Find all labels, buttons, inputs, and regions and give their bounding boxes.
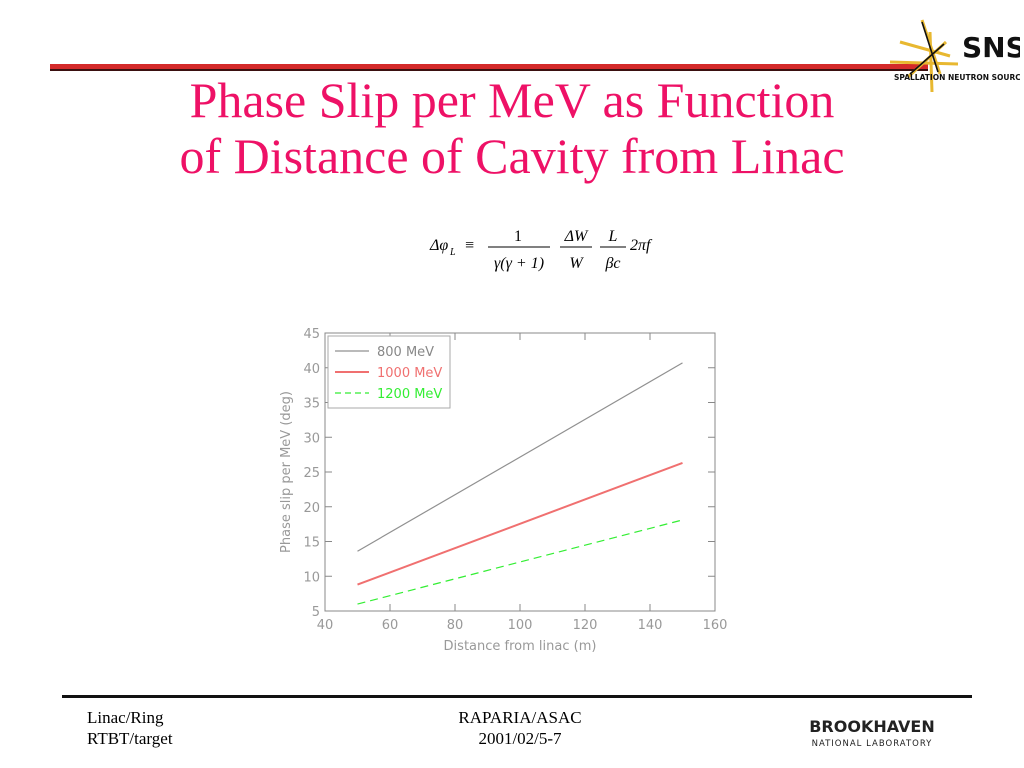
legend: 800 MeV 1000 MeV 1200 MeV: [327, 335, 451, 409]
footer-left: Linac/Ring RTBT/target: [87, 707, 173, 749]
title-line-1: Phase Slip per MeV as Function: [189, 72, 835, 128]
phase-slip-formula: Δφ L ≡ 1 γ(γ + 1) ΔW W L βc 2πf: [429, 228, 653, 272]
footer-left-line-2: RTBT/target: [87, 729, 173, 748]
bottom-rule: [62, 695, 972, 698]
y-tick-label: 15: [303, 536, 320, 551]
y-axis-ticks: 5 10 15 20 25 30 35 40 45: [303, 327, 715, 620]
formula-equiv: ≡: [465, 237, 474, 254]
brookhaven-logo: BROOKHAVEN NATIONAL LABORATORY: [809, 717, 935, 749]
x-tick-label: 80: [447, 618, 464, 633]
formula-frac2-num: ΔW: [564, 228, 589, 245]
x-axis-ticks: 40 60 80 100 120 140 160: [317, 333, 728, 633]
x-tick-label: 120: [573, 618, 598, 633]
formula-lhs-sub: L: [449, 247, 456, 258]
x-tick-label: 160: [703, 618, 728, 633]
top-rule: [50, 64, 928, 71]
x-tick-label: 40: [317, 618, 334, 633]
formula-frac1-num: 1: [514, 228, 522, 245]
legend-label-1: 1000 MeV: [377, 366, 442, 381]
y-tick-label: 40: [303, 362, 320, 377]
title-line-2: of Distance of Cavity from Linac: [179, 128, 845, 184]
x-axis-label: Distance from linac (m): [444, 639, 597, 654]
brookhaven-logo-subname: NATIONAL LABORATORY: [812, 739, 933, 749]
brookhaven-logo-name: BROOKHAVEN: [809, 717, 935, 736]
formula-frac2-den: W: [569, 255, 584, 272]
x-tick-label: 100: [508, 618, 533, 633]
legend-label-2: 1200 MeV: [377, 387, 442, 402]
y-tick-label: 35: [303, 397, 320, 412]
footer-center-line-1: RAPARIA/ASAC: [458, 708, 582, 727]
sns-logo-text: SNS: [962, 31, 1020, 64]
sns-logo: SNS SPALLATION NEUTRON SOURCE: [889, 19, 1020, 93]
formula-frac3-den: βc: [604, 255, 620, 272]
x-tick-label: 140: [638, 618, 663, 633]
y-tick-label: 20: [303, 501, 320, 516]
formula-frac3-num: L: [608, 228, 618, 245]
sns-logo-subtext: SPALLATION NEUTRON SOURCE: [894, 73, 1020, 82]
legend-label-0: 800 MeV: [377, 345, 434, 360]
series-line-2: [357, 519, 683, 605]
y-tick-label: 45: [303, 327, 320, 342]
formula-lhs: Δφ: [429, 237, 448, 254]
phase-slip-chart: 40 60 80 100 120 140 160 5 10 15 20 25 30 35 40 45 800…: [279, 327, 728, 654]
slide-title: Phase Slip per MeV as Function of Distan…: [60, 72, 964, 184]
footer-center: RAPARIA/ASAC 2001/02/5-7: [420, 707, 620, 749]
x-tick-label: 60: [382, 618, 399, 633]
series-line-0: [357, 362, 683, 552]
y-tick-label: 30: [303, 431, 320, 446]
footer-left-line-1: Linac/Ring: [87, 708, 164, 727]
y-axis-label: Phase slip per MeV (deg): [279, 391, 294, 553]
series-lines: [357, 362, 683, 605]
y-tick-label: 5: [312, 605, 320, 620]
formula-frac1-den: γ(γ + 1): [494, 255, 544, 272]
y-tick-label: 10: [303, 570, 320, 585]
formula-tail: 2πf: [630, 237, 653, 254]
series-line-1: [357, 462, 683, 586]
y-tick-label: 25: [303, 466, 320, 481]
footer-center-line-2: 2001/02/5-7: [478, 729, 562, 748]
